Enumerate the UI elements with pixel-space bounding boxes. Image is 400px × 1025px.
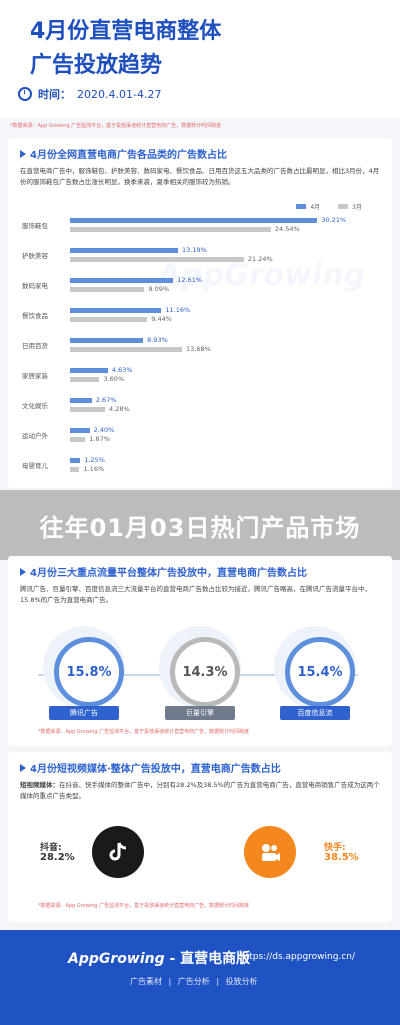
bar-mar <box>70 317 148 322</box>
time-label: 时间： <box>38 88 71 101</box>
category-label: 护肤美容 <box>22 252 48 260</box>
bar-apr <box>70 398 92 403</box>
category-label: 餐饮食品 <box>22 312 48 320</box>
value-label-apr: 1.25% <box>84 456 105 464</box>
footer-url[interactable]: https://ds.appgrowing.cn/ <box>240 952 356 962</box>
douyin-value: 28.2% <box>40 852 75 863</box>
section1-desc: 在直营电商广告中，服饰鞋包、护肤美容、数码家电、餐饮食品、日用百货这五大品类的广… <box>20 167 380 186</box>
value-label-apr: 2.40% <box>93 426 115 434</box>
bar-apr <box>70 368 108 373</box>
time-row: 时间： 2020.4.01-4.27 <box>18 86 161 102</box>
section3-desc: 短视频媒体：在抖音、快手媒体的整体广告中，分别有28.2%及38.5%的广告为直… <box>20 781 380 800</box>
section2-desc: 腾讯广告、巨量引擎、百度信息流三大流量平台的直营电商广告数占比较为接近，腾讯广告… <box>20 585 371 604</box>
source-note-top: *数据来源：App Growing 广告监测平台，基于投放渠道统计直营电商广告，… <box>10 123 222 129</box>
bar-chart: 4月 3月 服饰鞋包 30.21% 24.54% 护肤美容 13.19% 21.24% 数码… <box>8 202 392 482</box>
category-label: 母婴育儿 <box>22 462 48 470</box>
bar-mar <box>70 257 244 262</box>
ring-label-tencent: 腾讯广告 <box>49 706 119 720</box>
value-label-apr: 12.61% <box>177 276 203 284</box>
kuaishou-icon <box>244 826 296 878</box>
category-label: 数码家电 <box>22 282 48 290</box>
bar-apr <box>70 308 162 313</box>
footer-links: 广告素材 | 广告分析 | 投放分析 <box>130 977 258 986</box>
ring-ocean-engine: 14.3% <box>170 637 240 707</box>
value-label-apr: 4.63% <box>111 366 133 374</box>
source-note-3: *数据来源：App Growing 广告监测平台，基于投放渠道统计直营电商广告，… <box>38 903 250 909</box>
value-label-apr: 8.93% <box>147 336 168 344</box>
chart-legend: 4月 3月 <box>296 202 362 211</box>
footer: AppGrowing - 直营电商版 https://ds.appgrowing… <box>0 930 400 1025</box>
bar-mar <box>70 377 100 382</box>
bar-apr <box>70 338 144 343</box>
ring-baidu: 15.4% <box>285 637 355 707</box>
legend-apr: 4月 <box>296 202 320 211</box>
report-title-line1: 4月份直营电商整体 <box>30 19 222 44</box>
section3-title: 4月份短视频媒体·整体广告投放中，直营电商广告数占比 <box>20 760 281 775</box>
triangle-icon <box>20 567 26 576</box>
value-label-apr: 13.19% <box>181 246 207 254</box>
ring-tencent: 15.8% <box>54 637 124 707</box>
legend-mar: 3月 <box>338 202 362 211</box>
platform-share-card: 4月份三大重点流量平台整体广告投放中，直营电商广告数占比 腾讯广告、巨量引擎、百… <box>8 556 392 746</box>
source-note-2: *数据来源：App Growing 广告监测平台，基于投放渠道统计直营电商广告，… <box>38 729 250 735</box>
section1-title: 4月份全网直营电商广告各品类的广告数占比 <box>20 146 227 161</box>
douyin-icon <box>92 826 144 878</box>
bar-mar <box>70 347 182 352</box>
short-video-card: 4月份短视频媒体·整体广告投放中，直营电商广告数占比 短视频媒体：在抖音、快手媒… <box>8 752 392 922</box>
time-value: 2020.4.01-4.27 <box>77 87 162 101</box>
kuaishou-name: 快手: <box>324 843 346 853</box>
bar-apr <box>70 278 174 283</box>
category-label: 日用百货 <box>22 342 48 350</box>
value-label-apr: 2.67% <box>95 396 117 404</box>
category-label: 文化娱乐 <box>22 402 48 410</box>
value-label-mar: 1.16% <box>83 465 105 473</box>
legend-swatch-apr <box>296 204 307 209</box>
triangle-icon <box>20 149 26 158</box>
bar-apr <box>70 218 318 223</box>
bar-mar <box>70 407 106 412</box>
bar-mar <box>70 437 86 442</box>
bar-apr <box>70 428 90 433</box>
desc-bold: 短视频媒体： <box>20 781 59 789</box>
ring-label-baidu: 百度信息流 <box>280 706 350 720</box>
category-label: 服饰鞋包 <box>22 222 48 230</box>
kuaishou-value: 38.5% <box>324 852 359 863</box>
overlay-banner: 往年01月03日热门产品市场 <box>0 490 400 560</box>
category-share-card: AppGrowing 4月份全网直营电商广告各品类的广告数占比 在直营电商广告中… <box>8 138 392 488</box>
value-label-apr: 30.21% <box>321 216 347 224</box>
bar-apr <box>70 248 178 253</box>
report-header: 4月份直营电商整体 广告投放趋势 时间： 2020.4.01-4.27 <box>0 0 400 118</box>
value-label-mar: 1.87% <box>89 435 110 443</box>
bar-mar <box>70 467 80 472</box>
value-label-apr: 11.16% <box>165 306 191 314</box>
bar-mar <box>70 227 271 232</box>
value-label-mar: 13.68% <box>186 345 211 353</box>
category-label: 家居家装 <box>22 372 48 380</box>
value-label-mar: 9.44% <box>151 315 172 323</box>
douyin-name: 抖音: <box>40 843 62 853</box>
ring-label-ocean-engine: 巨量引擎 <box>165 706 235 720</box>
value-label-mar: 9.09% <box>148 285 170 293</box>
value-label-mar: 4.28% <box>109 405 130 413</box>
section2-title: 4月份三大重点流量平台整体广告投放中，直营电商广告数占比 <box>20 564 307 579</box>
category-label: 运动户外 <box>22 432 48 440</box>
overlay-title: 往年01月03日热门产品市场 <box>39 514 361 542</box>
value-label-mar: 24.54% <box>274 225 300 233</box>
clock-icon <box>18 87 32 101</box>
report-title-line2: 广告投放趋势 <box>30 53 163 78</box>
watermark: AppGrowing <box>158 258 366 293</box>
legend-swatch-mar <box>338 204 349 209</box>
bar-apr <box>70 458 81 463</box>
value-label-mar: 21.24% <box>247 255 273 263</box>
triangle-icon <box>20 763 26 772</box>
value-label-mar: 3.60% <box>103 375 125 383</box>
bar-mar <box>70 287 145 292</box>
footer-brand: AppGrowing - 直营电商版 <box>68 951 251 967</box>
